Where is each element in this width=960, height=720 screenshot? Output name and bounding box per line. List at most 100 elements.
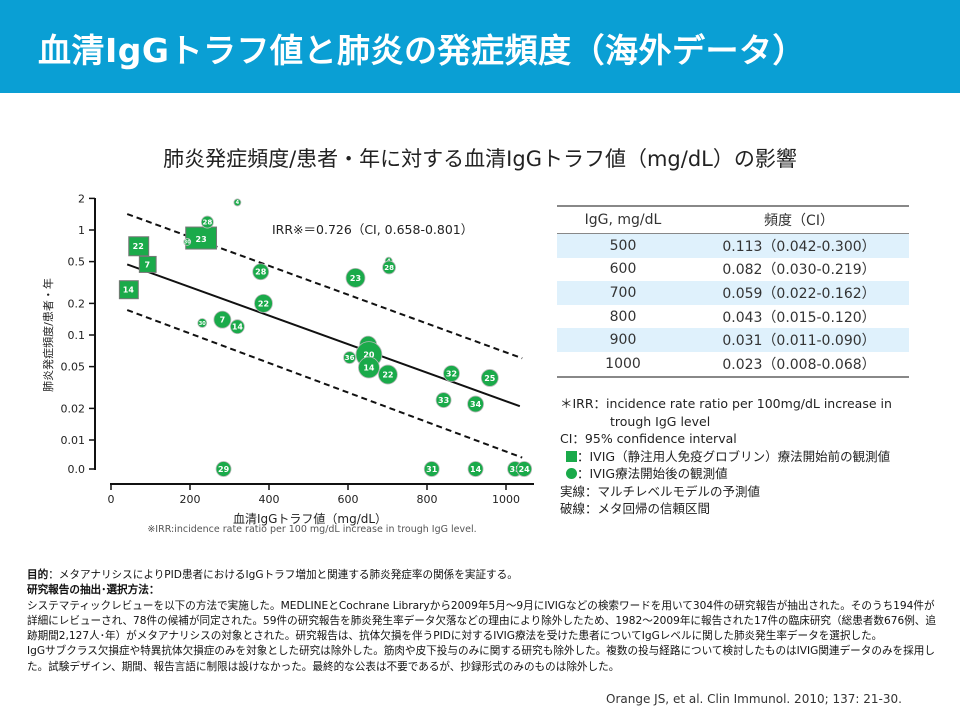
y-tick-label: 0.05 <box>61 361 86 374</box>
table-row: 1000 0.023（0.008-0.068） <box>557 351 909 378</box>
point-label: 30 <box>199 321 206 327</box>
circle-point <box>254 293 273 313</box>
cell-igg: 500 <box>557 233 689 258</box>
point-label: 34 <box>470 400 482 409</box>
cell-igg: 600 <box>609 261 637 278</box>
circle-point <box>233 198 242 207</box>
frequency-table: IgG, mg/dL 頻度（CI） 500 0.113（0.042-0.300） 6… <box>557 205 909 378</box>
y-axis-label: 肺炎発症頻度/患者・年 <box>41 278 55 392</box>
method-label: 研究報告の抽出･選択方法： <box>27 584 160 597</box>
cell-igg: 700 <box>557 281 689 305</box>
x-tick-label: 0 <box>108 493 115 506</box>
col-header-igg: IgG, mg/dL <box>557 205 689 234</box>
note-irr: ＊IRR：incidence rate ratio per 100mg/dL i… <box>560 396 892 411</box>
slide-title: 血清IgGトラフ値と肺炎の発症頻度（海外データ） <box>38 31 806 70</box>
x-tick-label: 400 <box>259 493 280 506</box>
point-label: 14 <box>123 286 135 295</box>
cell-frequency: 0.113（0.042-0.300） <box>689 233 909 258</box>
y-tick-label: 0.2 <box>68 297 86 310</box>
cell-frequency: 0.043（0.015-0.120） <box>722 309 876 326</box>
cell-frequency: 0.023（0.008-0.068） <box>689 351 909 378</box>
circle-point <box>423 461 440 477</box>
point-label: 4 <box>236 200 240 206</box>
cell-frequency: 0.031（0.011-0.090） <box>689 328 909 352</box>
prediction-solid-line <box>126 263 521 408</box>
point-label: 22 <box>258 299 269 308</box>
y-tick-label: 1 <box>78 224 85 237</box>
point-label: 22 <box>133 242 144 251</box>
point-label: 24 <box>519 465 531 474</box>
circle-point <box>377 364 398 385</box>
point-label: 25 <box>484 374 496 383</box>
ci-dashed-line <box>126 309 523 459</box>
point-label: 28 <box>255 268 267 277</box>
irr-annotation: IRR※＝0.726（CI, 0.658-0.801） <box>272 222 473 237</box>
square-point <box>118 280 139 300</box>
scatter-chart: 2 1 0.5 0.2 0.1 0.05 0.02 0.01 0.0 0 200 400 600 800 1… <box>41 192 534 535</box>
circle-point <box>200 215 214 229</box>
square-point <box>185 226 218 250</box>
cell-igg: 900 <box>557 328 689 352</box>
slide-header: 血清IgGトラフ値と肺炎の発症頻度（海外データ） <box>0 0 960 93</box>
circle-point <box>382 260 396 275</box>
table-row: 800 0.043（0.015-0.120） <box>557 305 909 329</box>
table-row: 900 0.031（0.011-0.090） <box>557 328 909 352</box>
point-label: 36 <box>345 354 355 362</box>
table-row: 700 0.059（0.022-0.162） <box>557 281 909 305</box>
cell-frequency: 0.082（0.030-0.219） <box>722 262 876 279</box>
point-label: 14 <box>470 465 482 474</box>
point-label: 28 <box>203 219 213 227</box>
point-label: 31 <box>426 465 438 474</box>
circle-point <box>480 369 499 387</box>
point-label: 29 <box>218 465 230 474</box>
note-solid-line: 実線：マルチレベルモデルの予測値 <box>560 483 761 499</box>
x-tick-label: 200 <box>180 493 201 506</box>
circle-point <box>467 461 484 477</box>
method-body-2: IgGサブクラス欠損症や特異抗体欠損症のみを対象とした研究は除外した。筋肉や皮下… <box>27 645 935 673</box>
point-label: 30 <box>184 240 191 246</box>
x-tick-label: 1000 <box>492 493 520 506</box>
chart-notes: ＊IRR：incidence rate ratio per 100mg/dL i… <box>560 395 892 518</box>
col-header-frequency: 頻度（CI） <box>689 205 909 234</box>
cell-frequency: 0.059（0.022-0.162） <box>689 281 909 305</box>
note-square: ：IVIG（静注用人免疫グロブリン）療法開始前の観測値 <box>560 448 892 466</box>
point-label: 23 <box>196 235 207 244</box>
x-tick-label: 800 <box>417 493 438 506</box>
circle-point <box>197 318 208 328</box>
circle-point <box>516 461 533 477</box>
point-label: 7 <box>145 260 151 269</box>
point-label: 23 <box>350 274 361 283</box>
method-text: 目的：メタアナリシスによりPID患者におけるIgGトラフ増加と関連する肺炎発症率… <box>27 568 937 675</box>
circle-point <box>343 351 356 364</box>
x-axis-label: 血清IgGトラフ値（mg/dL） <box>233 511 387 526</box>
chart-subtitle: 肺炎発症頻度/患者・年に対する血清IgGトラフ値（mg/dL）の影響 <box>163 147 797 171</box>
purpose-label: 目的 <box>27 569 49 581</box>
circle-point <box>358 356 380 379</box>
circle-point <box>229 319 245 335</box>
circle-marker-icon <box>566 468 577 479</box>
circle-point <box>213 310 232 329</box>
cell-igg: 1000 <box>557 351 689 378</box>
y-tick-label: 0.5 <box>68 256 86 269</box>
table-row: 500 0.113（0.042-0.300） <box>557 233 909 258</box>
circle-point <box>435 392 452 408</box>
point-label: 35 <box>510 465 522 474</box>
circle-point <box>345 267 366 288</box>
square-marker-icon <box>566 450 577 462</box>
y-tick-label: 0.01 <box>61 434 86 447</box>
purpose-text: ：メタアナリシスによりPID患者におけるIgGトラフ増加と関連する肺炎発症率の関… <box>48 569 518 581</box>
chart-footnote: ※IRR:incidence rate ratio per 100 mg/dL … <box>147 524 476 535</box>
point-label: 33 <box>438 396 449 405</box>
y-tick-label: 0.02 <box>61 402 86 415</box>
table-row: 600 0.082（0.030-0.219） <box>557 258 909 282</box>
point-label: 14 <box>363 363 375 372</box>
square-point <box>128 236 150 257</box>
point-label: 22 <box>382 370 393 379</box>
table-header-row: IgG, mg/dL 頻度（CI） <box>557 205 909 234</box>
method-body-1: システマティックレビューを以下の方法で実施した。MEDLINEとCochrane… <box>27 599 936 643</box>
y-tick-label: 0.0 <box>68 463 86 476</box>
circle-point <box>467 395 484 413</box>
note-irr-cont: trough IgG level <box>610 413 711 429</box>
point-label: 32 <box>446 369 457 378</box>
cell-igg: 800 <box>609 308 637 325</box>
